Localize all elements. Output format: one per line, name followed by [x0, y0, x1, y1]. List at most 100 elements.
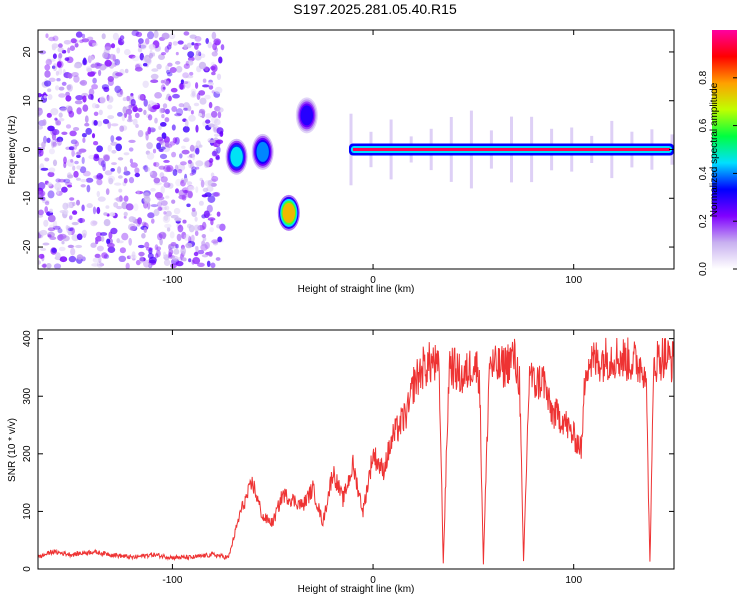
noise-speckle	[182, 257, 187, 262]
noise-speckle	[96, 120, 103, 127]
noise-speckle	[171, 106, 178, 112]
noise-speckle	[217, 107, 224, 113]
noise-speckle	[84, 115, 89, 123]
noise-speckle	[217, 236, 223, 243]
noise-speckle	[91, 102, 97, 109]
noise-speckle	[109, 97, 114, 103]
noise-speckle	[124, 48, 131, 56]
noise-speckle	[185, 119, 189, 127]
noise-speckle	[205, 38, 209, 44]
noise-speckle	[186, 42, 192, 49]
noise-speckle	[57, 61, 62, 68]
noise-speckle	[173, 207, 181, 215]
noise-speckle	[172, 169, 178, 176]
noise-speckle	[99, 96, 106, 104]
noise-speckle	[160, 186, 165, 194]
noise-speckle	[61, 131, 68, 135]
noise-speckle	[117, 240, 124, 244]
noise-speckle	[156, 136, 164, 142]
noise-speckle	[90, 220, 98, 227]
noise-speckle	[48, 77, 56, 83]
noise-speckle	[91, 84, 98, 90]
feature-5-carrier-line	[348, 110, 674, 189]
noise-speckle	[182, 126, 190, 133]
noise-speckle	[38, 209, 44, 216]
noise-speckle	[44, 157, 50, 162]
noise-speckle	[49, 224, 56, 229]
noise-speckle	[121, 113, 126, 122]
noise-speckle	[172, 93, 180, 99]
noise-speckle	[44, 80, 52, 87]
noise-speckle	[139, 94, 146, 101]
noise-speckle	[143, 195, 151, 204]
noise-speckle	[159, 153, 168, 160]
noise-speckle	[84, 122, 90, 127]
noise-speckle	[118, 188, 123, 193]
noise-speckle	[133, 203, 139, 212]
noise-speckle	[216, 139, 224, 145]
noise-speckle	[72, 201, 76, 207]
noise-speckle	[218, 56, 223, 64]
noise-speckle	[50, 108, 59, 116]
noise-speckle	[165, 80, 170, 86]
noise-speckle	[156, 142, 162, 150]
noise-speckle	[96, 178, 103, 186]
noise-speckle	[89, 42, 93, 47]
noise-speckle	[165, 210, 172, 217]
noise-speckle	[213, 123, 218, 128]
noise-speckle	[175, 60, 181, 65]
feature-1-blob	[225, 138, 248, 175]
snr-y-ticks: 0 100 200 300 400	[22, 330, 674, 572]
noise-speckle	[201, 254, 209, 258]
noise-speckle	[95, 239, 99, 245]
noise-speckle	[58, 67, 63, 75]
noise-speckle	[108, 231, 113, 240]
noise-speckle	[57, 47, 64, 53]
noise-speckle	[210, 61, 215, 68]
noise-speckle	[177, 40, 184, 45]
blob-contour	[230, 146, 243, 167]
noise-speckle	[188, 258, 192, 263]
noise-speckle	[51, 43, 59, 49]
noise-speckle	[128, 216, 136, 223]
noise-speckle	[89, 71, 97, 75]
noise-speckle	[160, 84, 166, 92]
noise-speckle	[202, 221, 207, 230]
noise-speckle	[148, 52, 153, 59]
noise-speckle	[150, 187, 156, 192]
noise-speckle	[46, 137, 51, 143]
spectrogram-y-ticks: -20 -10 0 10 20	[22, 46, 674, 254]
noise-speckle	[67, 184, 73, 188]
noise-speckle	[194, 36, 202, 42]
noise-speckle	[152, 104, 160, 110]
noise-speckle	[89, 55, 95, 61]
blob-contour	[256, 141, 269, 162]
noise-speckle	[82, 95, 87, 103]
spectrogram-y-label: Frequency (Hz)	[7, 116, 18, 185]
noise-speckle	[107, 76, 115, 82]
noise-speckle	[145, 57, 152, 66]
noise-speckle	[173, 248, 180, 255]
noise-speckle	[68, 146, 75, 151]
noise-speckle	[177, 224, 184, 233]
noise-speckle	[45, 33, 49, 39]
noise-speckle	[216, 224, 222, 229]
noise-speckle	[110, 141, 118, 146]
noise-speckle	[158, 165, 166, 170]
noise-speckle	[198, 90, 206, 96]
noise-speckle	[69, 45, 75, 51]
spectrogram-y-tick-label: -10	[22, 191, 33, 206]
noise-speckle	[82, 170, 91, 177]
noise-speckle	[96, 172, 103, 180]
noise-speckle	[160, 122, 167, 127]
noise-speckle	[58, 86, 65, 91]
noise-speckle	[40, 190, 46, 197]
noise-speckle	[182, 219, 187, 224]
noise-speckle	[70, 38, 77, 44]
noise-speckle	[114, 197, 122, 201]
noise-speckle	[132, 106, 139, 113]
noise-speckle	[75, 95, 84, 101]
noise-speckle	[135, 259, 141, 266]
noise-speckle	[215, 257, 221, 261]
noise-speckle	[187, 51, 195, 58]
